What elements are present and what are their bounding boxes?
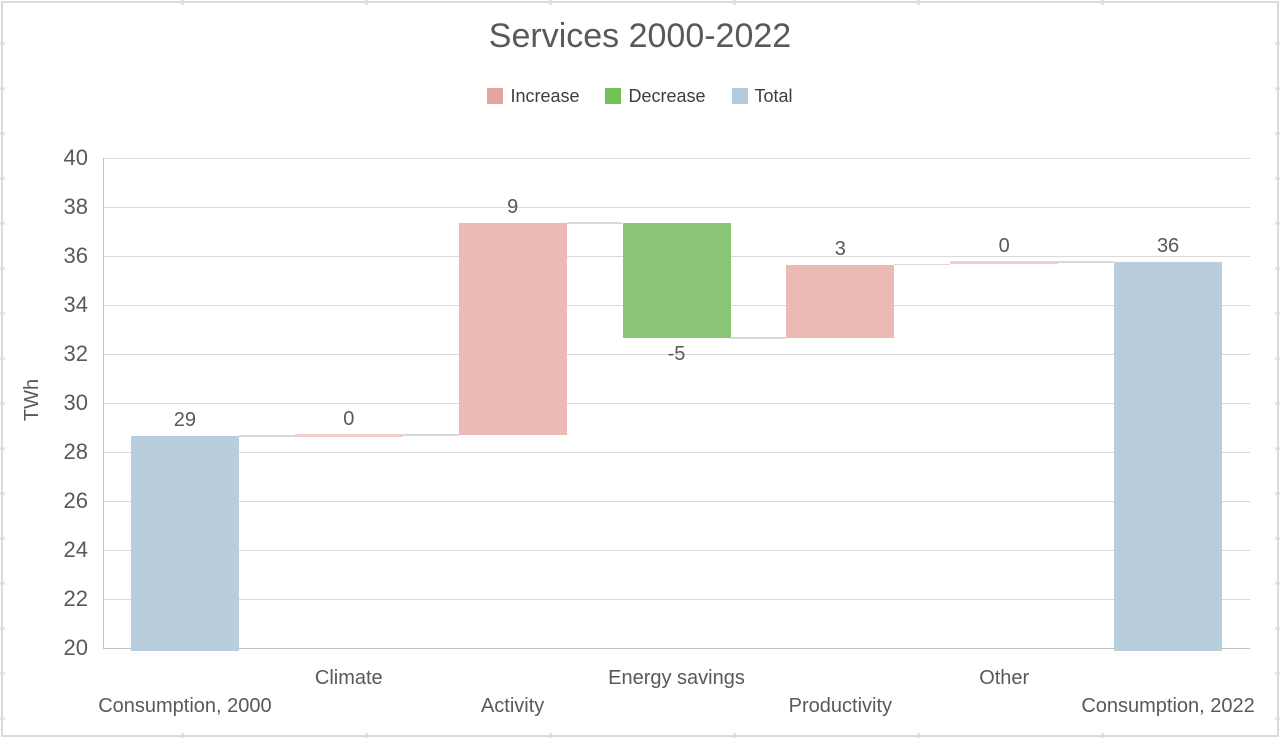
connector-line bbox=[894, 263, 951, 266]
bar-increase bbox=[458, 222, 567, 435]
chart-title: Services 2000-2022 bbox=[488, 17, 792, 55]
x-axis-label: Activity bbox=[480, 695, 545, 717]
value-label: 0 bbox=[998, 235, 1010, 258]
legend: Increase Decrease Total bbox=[0, 87, 1280, 105]
y-tick-label: 22 bbox=[63, 586, 88, 611]
gridline bbox=[103, 206, 1250, 208]
bar-zero bbox=[950, 261, 1059, 265]
y-tick-label: 30 bbox=[63, 390, 88, 415]
y-tick-label: 24 bbox=[63, 537, 88, 562]
y-tick-label: 26 bbox=[63, 488, 88, 513]
x-axis-label: Energy savings bbox=[608, 667, 745, 689]
bar-zero bbox=[294, 433, 403, 437]
y-tick-label: 38 bbox=[63, 194, 88, 219]
legend-swatch-decrease bbox=[605, 88, 622, 104]
gridline bbox=[103, 500, 1250, 502]
legend-label: Decrease bbox=[628, 86, 706, 106]
bar-total bbox=[1114, 262, 1223, 651]
value-label: 3 bbox=[834, 237, 846, 260]
y-tick-label: 40 bbox=[63, 145, 88, 170]
gridline bbox=[103, 598, 1250, 600]
connector-line bbox=[238, 435, 295, 437]
legend-item-decrease: Decrease bbox=[605, 86, 706, 106]
value-label: 0 bbox=[343, 407, 355, 430]
gridline bbox=[103, 353, 1250, 355]
bar-decrease bbox=[622, 222, 731, 339]
y-tick-label: 20 bbox=[63, 635, 88, 660]
bar-increase bbox=[786, 264, 895, 339]
value-label: -5 bbox=[667, 343, 686, 366]
connector-line bbox=[566, 222, 623, 224]
legend-label: Increase bbox=[510, 86, 580, 106]
x-axis-label: Consumption, 2000 bbox=[98, 695, 272, 717]
value-label: 29 bbox=[173, 409, 197, 432]
y-tick-label: 32 bbox=[63, 341, 88, 366]
x-axis-label: Consumption, 2022 bbox=[1081, 695, 1255, 717]
legend-item-total: Total bbox=[731, 86, 793, 106]
connector-line bbox=[730, 337, 787, 339]
value-label: 36 bbox=[1156, 235, 1180, 258]
y-axis-line bbox=[103, 158, 104, 648]
bar-total bbox=[130, 436, 239, 651]
gridline bbox=[103, 549, 1250, 551]
legend-item-increase: Increase bbox=[487, 87, 579, 105]
x-axis-label: Climate bbox=[314, 667, 383, 689]
x-axis-label: Other bbox=[979, 667, 1030, 689]
gridline bbox=[103, 157, 1250, 159]
y-tick-label: 34 bbox=[63, 292, 88, 317]
connector-line bbox=[402, 434, 459, 436]
y-tick-label: 28 bbox=[63, 439, 88, 464]
x-axis-label: Productivity bbox=[788, 695, 893, 717]
value-label: 9 bbox=[507, 195, 519, 218]
legend-swatch-increase bbox=[487, 88, 504, 104]
legend-label: Total bbox=[754, 86, 793, 106]
gridline bbox=[103, 451, 1250, 453]
x-axis-line bbox=[103, 647, 1250, 649]
legend-swatch-total bbox=[731, 88, 748, 104]
y-tick-label: 36 bbox=[63, 243, 88, 268]
connector-line bbox=[1058, 261, 1115, 263]
gridline bbox=[103, 402, 1250, 404]
